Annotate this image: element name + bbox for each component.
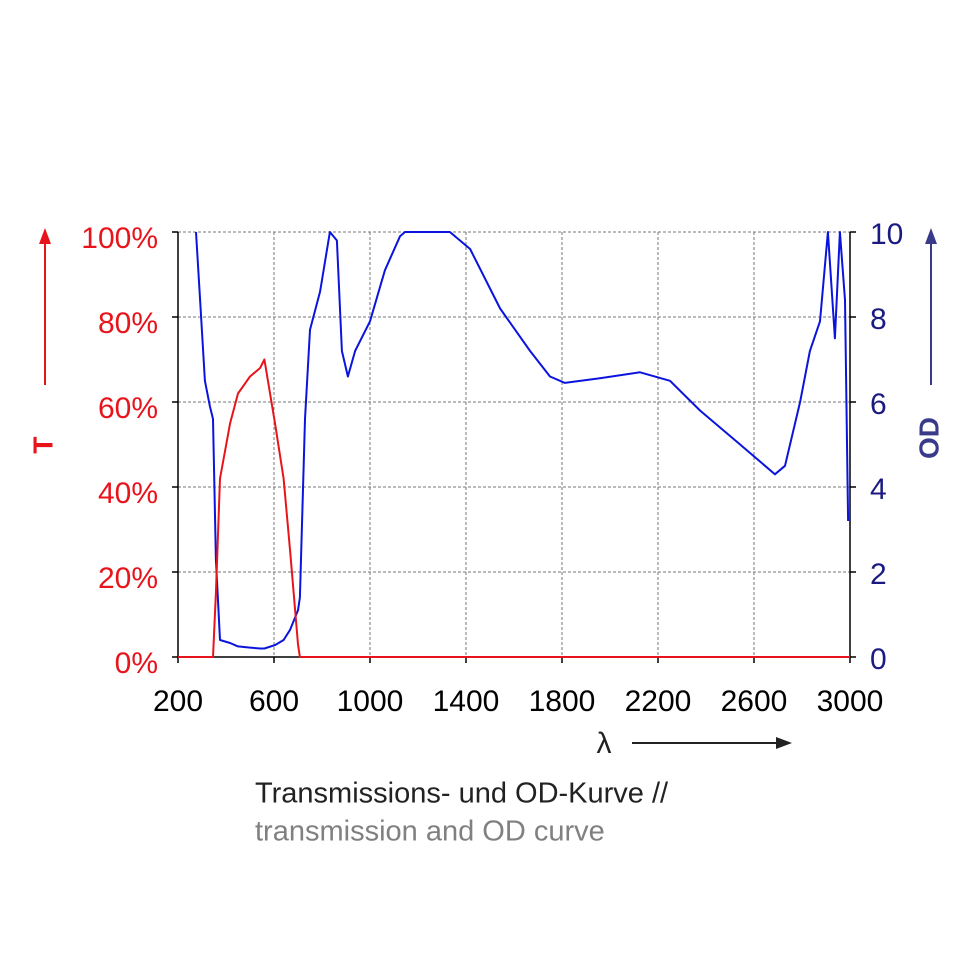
x-tick-label: 2600	[721, 685, 788, 718]
axis-arrows	[39, 228, 937, 749]
x-tick-label: 200	[153, 685, 203, 718]
caption: Transmissions- und OD-Kurve //	[255, 778, 669, 810]
x-tick-label: 600	[249, 685, 299, 718]
x-tick-label: 3000	[817, 685, 884, 718]
x-tick-label: 2200	[625, 685, 692, 718]
y2-tick-label: 0	[870, 643, 887, 676]
y-axis-label: T	[27, 436, 58, 453]
x-tick-label: 1800	[529, 685, 596, 718]
x-tick-label: 1400	[433, 685, 500, 718]
x-axis-label: λ	[597, 727, 612, 760]
y2-tick-label: 4	[870, 473, 887, 506]
y-tick-label: 40%	[98, 477, 158, 510]
x-tick-label: 1000	[337, 685, 404, 718]
y-tick-label: 0%	[115, 647, 158, 680]
y-tick-label: 100%	[81, 222, 158, 255]
y-tick-label: 60%	[98, 392, 158, 425]
y2-axis-label: OD	[913, 417, 944, 459]
data-line	[178, 358, 850, 658]
y2-tick-label: 8	[870, 303, 887, 336]
y-tick-label: 20%	[98, 562, 158, 595]
y2-tick-label: 10	[870, 218, 903, 251]
caption-sub: transmission and OD curve	[255, 816, 605, 848]
y2-tick-label: 2	[870, 558, 887, 591]
data-line	[195, 231, 850, 650]
y-tick-label: 80%	[98, 307, 158, 340]
y2-tick-label: 6	[870, 388, 887, 421]
